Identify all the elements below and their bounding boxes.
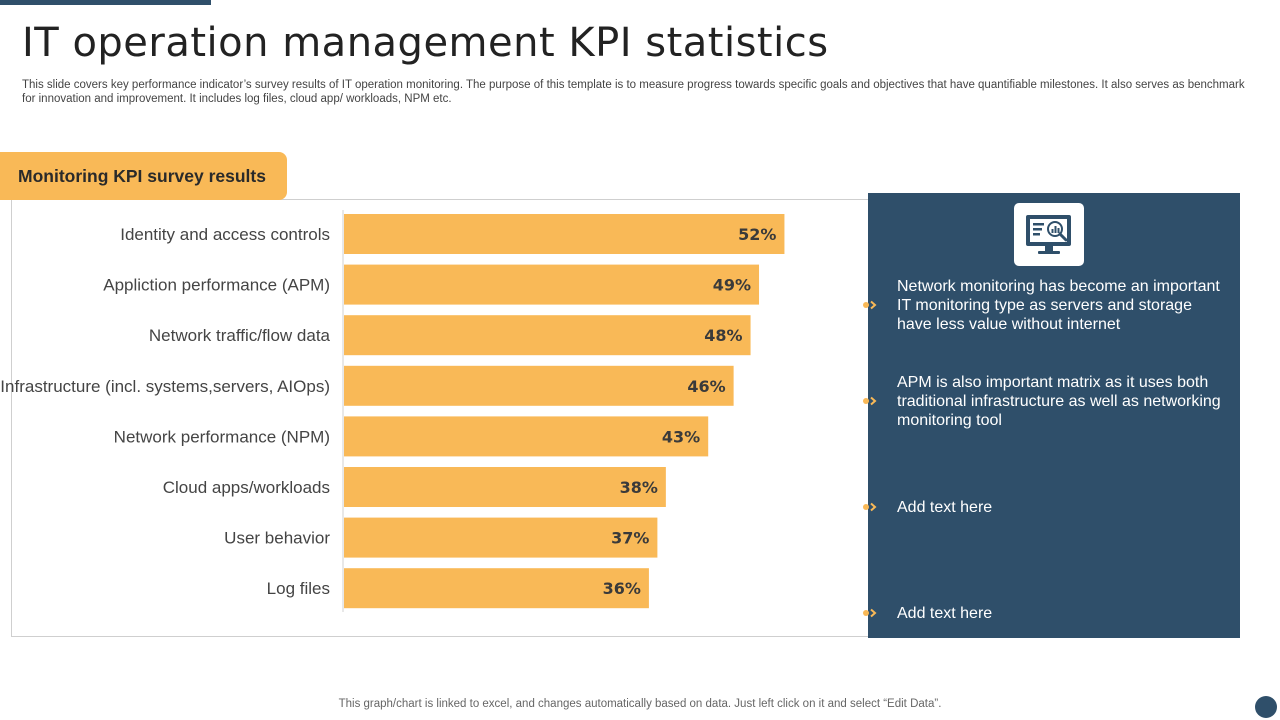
value-label-1: 49% bbox=[713, 276, 751, 295]
category-label-7: Log files bbox=[267, 579, 330, 598]
kpi-bar-chart[interactable]: Identity and access controls 52% Applictio… bbox=[0, 0, 860, 640]
value-label-0: 52% bbox=[738, 225, 776, 244]
bar-6[interactable] bbox=[344, 517, 658, 558]
category-label-6: User behavior bbox=[224, 529, 330, 548]
panel-item-text[interactable]: Add text here bbox=[897, 499, 993, 516]
bar-7[interactable] bbox=[344, 568, 649, 609]
value-label-6: 37% bbox=[611, 529, 649, 548]
value-label-2: 48% bbox=[704, 326, 742, 345]
bullet-arrow-icon bbox=[863, 502, 877, 512]
category-label-1: Appliction performance (APM) bbox=[103, 276, 330, 295]
panel-item-text[interactable]: Add text here bbox=[897, 605, 993, 622]
bar-0[interactable] bbox=[344, 214, 785, 254]
top-accent-bar bbox=[0, 0, 211, 5]
page-subtitle: This slide covers key performance indica… bbox=[22, 79, 1245, 105]
bar-1[interactable] bbox=[344, 264, 760, 305]
value-label-4: 43% bbox=[662, 427, 700, 446]
chart-section-tab: Monitoring KPI survey results bbox=[0, 152, 287, 200]
category-label-2: Network traffic/flow data bbox=[149, 326, 331, 345]
value-label-3: 46% bbox=[687, 377, 725, 396]
value-label-7: 36% bbox=[603, 579, 641, 598]
bullet-arrow-icon bbox=[863, 608, 877, 618]
bar-5[interactable] bbox=[344, 467, 666, 507]
panel-item-text: APM is also important matrix as it uses … bbox=[897, 374, 1221, 429]
chart-section-tab-label: Monitoring KPI survey results bbox=[18, 165, 266, 186]
bar-4[interactable] bbox=[344, 416, 709, 457]
category-label-5: Cloud apps/workloads bbox=[163, 478, 330, 497]
bullet-arrow-icon bbox=[863, 396, 877, 406]
footer-note: This graph/chart is linked to excel, and… bbox=[338, 698, 942, 710]
category-label-4: Network performance (NPM) bbox=[114, 427, 330, 446]
bar-3[interactable] bbox=[344, 365, 734, 406]
corner-dot bbox=[1255, 696, 1277, 718]
bullet-arrow-icon bbox=[863, 300, 877, 310]
category-label-3: Infrastructure (incl. systems,servers, A… bbox=[0, 377, 330, 396]
insights-panel: Network monitoring has become an importa… bbox=[863, 193, 1240, 638]
bar-2[interactable] bbox=[344, 315, 751, 356]
panel-item-text: Network monitoring has become an importa… bbox=[897, 278, 1220, 333]
value-label-5: 38% bbox=[620, 478, 658, 497]
monitor-analytics-icon bbox=[1014, 203, 1084, 266]
category-label-0: Identity and access controls bbox=[120, 225, 330, 244]
page-title: IT operation management KPI statistics bbox=[22, 20, 829, 66]
